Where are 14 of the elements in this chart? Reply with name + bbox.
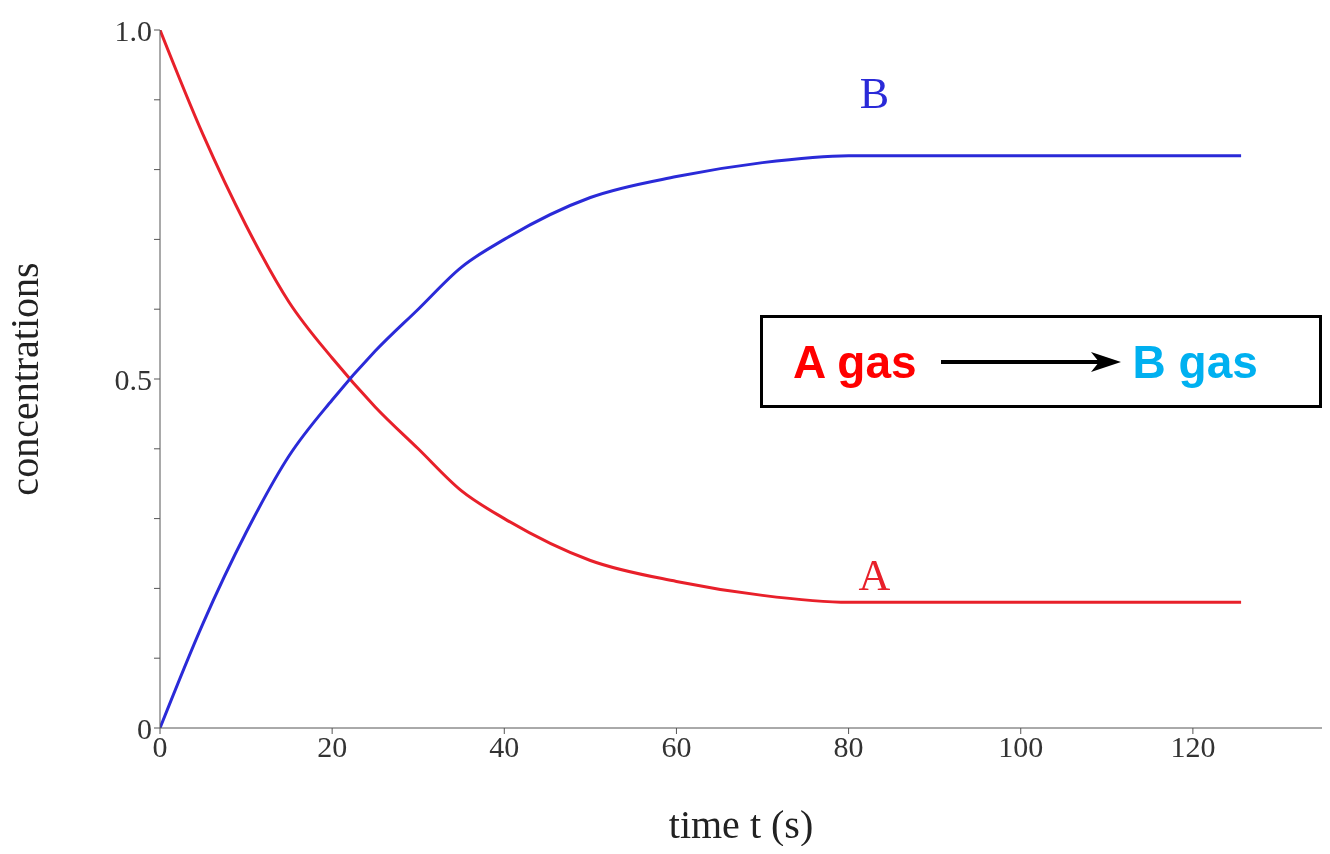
annotation: B <box>859 68 890 118</box>
x-tick-label: 80 <box>833 730 864 764</box>
x-tick-label: 100 <box>998 730 1044 764</box>
x-tick-label: 20 <box>317 730 348 764</box>
x-tick-label: 40 <box>489 730 520 764</box>
y-tick-label: 0.5 <box>114 362 152 396</box>
annotation: A gas <box>793 334 917 389</box>
x-tick-label: 60 <box>661 730 692 764</box>
x-axis-title: time t (s) <box>668 802 814 847</box>
y-axis-title: concentrations <box>2 262 48 496</box>
annotation: B gas <box>1132 334 1258 389</box>
x-tick-label: 120 <box>1170 730 1216 764</box>
y-tick-label: 1.0 <box>114 13 152 47</box>
annotation: A <box>858 551 891 601</box>
